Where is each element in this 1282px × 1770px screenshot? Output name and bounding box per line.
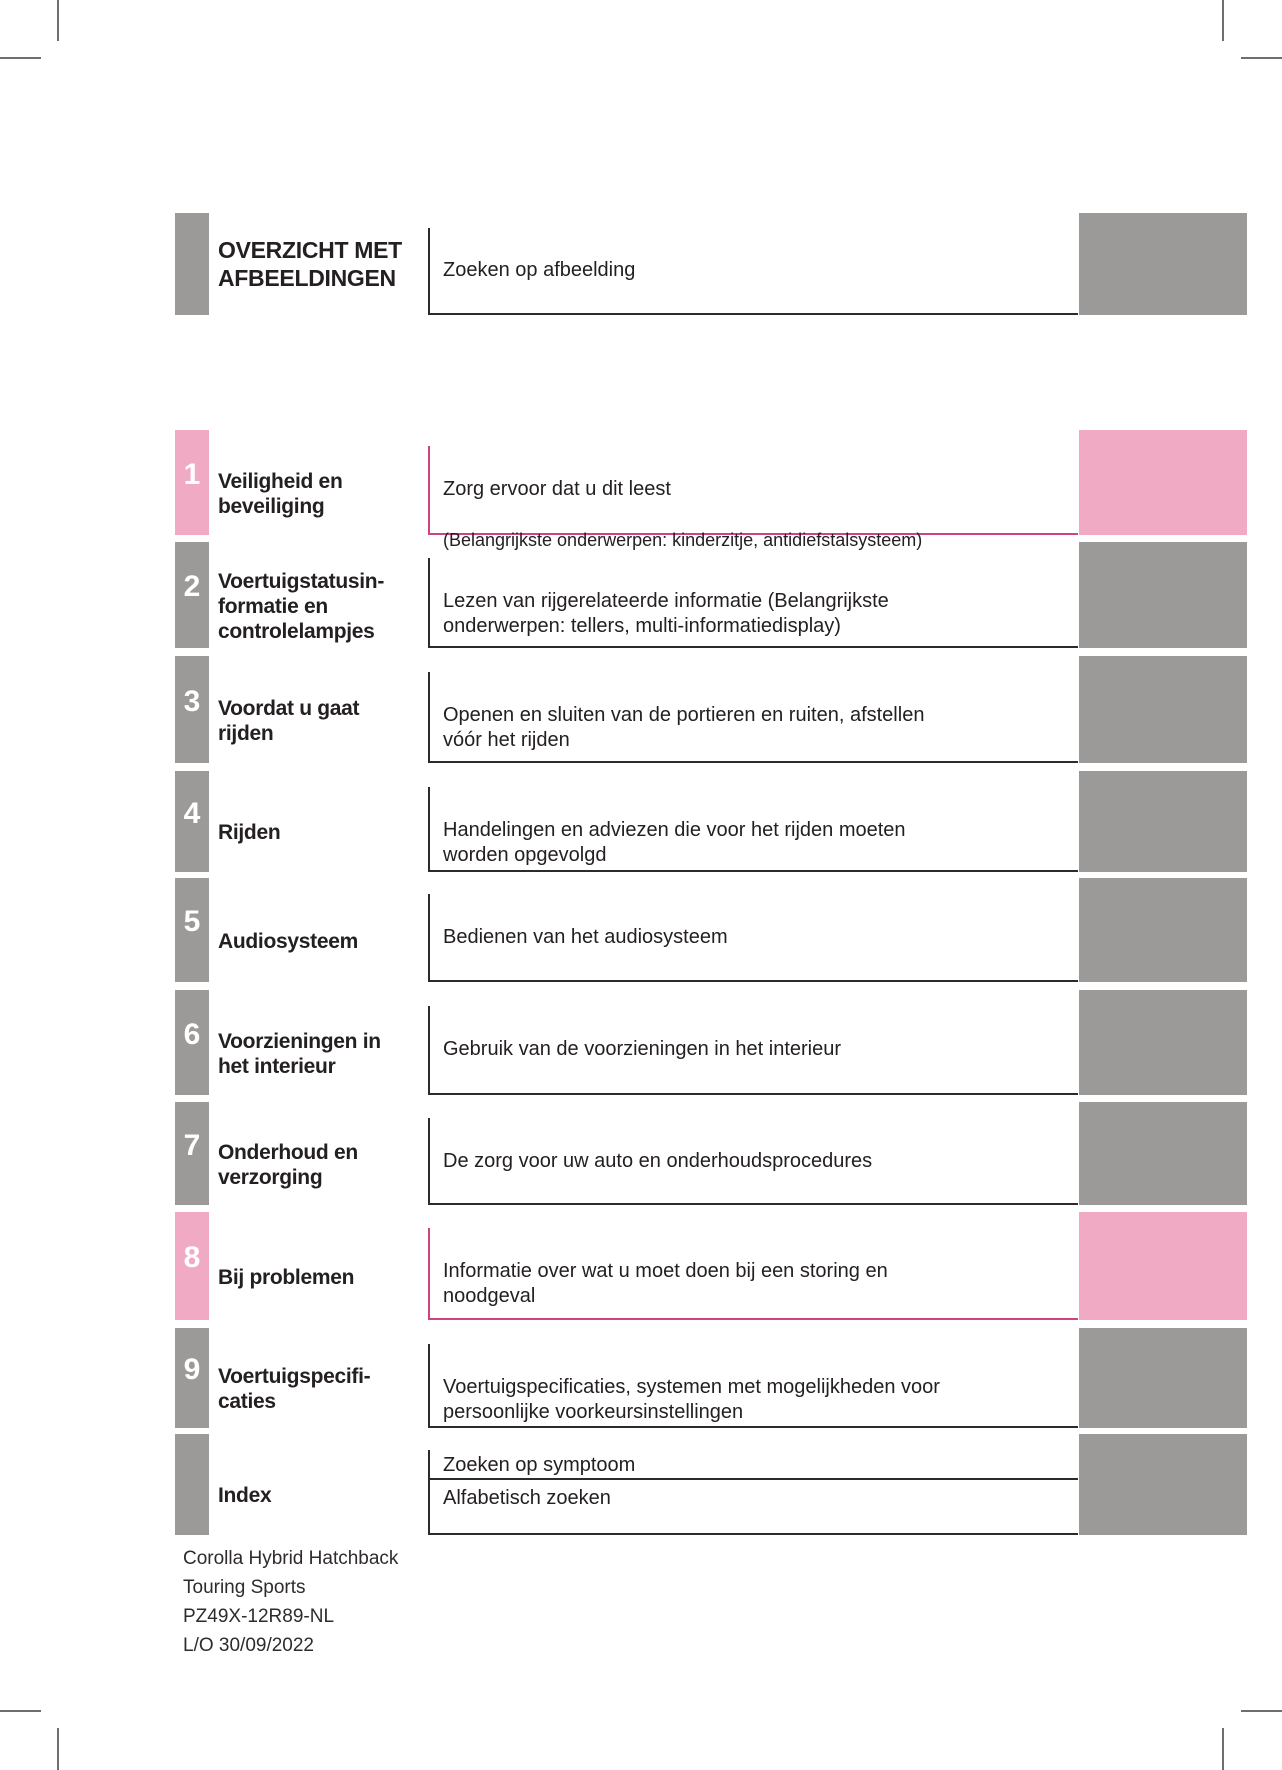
crop-mark [57,0,59,41]
chapter-summary-box: Zorg ervoor dat u dit leest (Belangrijks… [428,446,1078,550]
footer-model-info: Corolla Hybrid Hatchback Touring Sports … [183,1548,399,1656]
chapter-row-5: 5 Audiosysteem Bedienen van het audiosys… [0,878,1282,982]
chapter-summary: Openen en sluiten van de portieren en ru… [443,704,925,751]
chapter-title: Rijden [218,821,281,844]
chapter-title: Veiligheid en beveiliging [218,469,343,518]
chapter-color-block [1079,878,1247,982]
chapter-number: 5 [183,905,201,938]
chapter-summary: De zorg voor uw auto en onderhoudsproced… [443,1150,873,1172]
chapter-row-1: 1 Veiligheid en beveiliging Zorg ervoor … [0,430,1282,550]
chapter-summary: Voertuigspecificaties, systemen met moge… [443,1376,940,1423]
chapter-color-block [1079,990,1247,1095]
chapter-row-4: 4 Rijden Handelingen en adviezen die voo… [0,771,1282,872]
crop-mark [0,1710,41,1712]
chapter-color-block [1079,1434,1247,1535]
crop-mark [0,57,41,59]
chapter-tab: 6 [175,990,209,1095]
crop-mark [1241,57,1282,59]
chapter-number: 9 [183,1353,201,1386]
chapter-summary: Lezen van rijgerelateerde informatie (Be… [443,590,889,637]
chapter-summary: Zorg ervoor dat u dit leest [443,478,671,500]
crop-mark [1241,1710,1282,1712]
chapter-title: Voordat u gaat rijden [218,696,360,745]
chapter-number: 8 [183,1241,201,1274]
crop-mark [1222,1728,1224,1770]
chapter-title: Voertuigspecifi- caties [218,1365,371,1413]
chapter-summary-box: Zoeken op afbeelding [428,228,1078,315]
chapter-summary-box: Informatie over wat u moet doen bij een … [428,1228,1078,1320]
chapter-summary-box: Handelingen en adviezen die voor het rij… [428,787,1078,872]
chapter-tab: 2 [175,542,209,648]
chapter-summary-box: Zoeken op symptoom Alfabetisch zoeken [428,1450,1078,1535]
chapter-color-block [1079,1102,1247,1205]
chapter-row-9: 9 Voertuigspecifi- caties Voertuigspecif… [0,1328,1282,1428]
chapter-summary: Handelingen en adviezen die voor het rij… [443,819,906,866]
chapter-row-6: 6 Voorzieningen in het interieur Gebruik… [0,990,1282,1095]
chapter-title: Onderhoud en verzorging [218,1140,358,1189]
chapter-tab: 9 [175,1328,209,1428]
chapter-color-block [1079,430,1247,535]
chapter-title: Index [218,1484,272,1507]
chapter-tab: 5 [175,878,209,982]
chapter-summary: Zoeken op afbeelding [443,259,636,281]
crop-mark [1222,0,1224,41]
crop-mark [57,1728,59,1770]
chapter-summary: Informatie over wat u moet doen bij een … [443,1260,888,1307]
index-item: Alfabetisch zoeken [443,1487,611,1509]
chapter-number: 3 [183,684,201,718]
page-title: OVERZICHT MET AFBEELDINGEN [218,237,402,291]
chapter-title: Bij problemen [218,1265,355,1289]
chapter-title: Voertuigstatusin- formatie en controlela… [218,569,385,643]
chapter-summary: Gebruik van de voorzieningen in het inte… [443,1038,842,1060]
chapter-color-block [1079,542,1247,648]
chapter-color-block [1079,1212,1247,1320]
chapter-row-3: 3 Voordat u gaat rijden Openen en sluite… [0,656,1282,763]
chapter-color-block [1079,213,1247,315]
chapter-number: 1 [183,457,201,491]
picture-index-row: OVERZICHT MET AFBEELDINGEN Zoeken op afb… [0,213,1282,315]
chapter-summary-box: Voertuigspecificaties, systemen met moge… [428,1344,1078,1428]
chapter-summary: Bedienen van het audiosysteem [443,926,728,948]
chapter-tab: 1 [175,430,209,535]
chapter-tab: 8 [175,1212,209,1320]
chapter-summary-box: Lezen van rijgerelateerde informatie (Be… [428,558,1078,648]
chapter-tab: 3 [175,656,209,763]
chapter-color-block [1079,656,1247,763]
chapter-title: Voorzieningen in het interieur [218,1029,381,1078]
chapter-summary-box: Gebruik van de voorzieningen in het inte… [428,1006,1078,1095]
chapter-title: Audiosysteem [218,929,358,953]
chapter-row-8: 8 Bij problemen Informatie over wat u mo… [0,1212,1282,1320]
chapter-subsummary: (Belangrijkste onderwerpen: kinderzitje,… [443,530,923,550]
chapter-summary-box: De zorg voor uw auto en onderhoudsproced… [428,1118,1078,1205]
index-item: Zoeken op symptoom [430,1450,1078,1480]
chapter-tab [175,213,209,315]
chapter-tab: 7 [175,1102,209,1205]
chapter-tab [175,1434,209,1535]
chapter-tab: 4 [175,771,209,872]
index-row: Index Zoeken op symptoom Alfabetisch zoe… [0,1434,1282,1535]
chapter-color-block [1079,1328,1247,1428]
chapter-number: 4 [183,796,201,830]
chapter-number: 6 [183,1017,201,1051]
chapter-color-block [1079,771,1247,872]
chapter-summary-box: Openen en sluiten van de portieren en ru… [428,672,1078,763]
chapter-summary-box: Bedienen van het audiosysteem [428,894,1078,982]
chapter-number: 7 [183,1128,201,1162]
chapter-row-2: 2 Voertuigstatusin- formatie en controle… [0,542,1282,648]
chapter-row-7: 7 Onderhoud en verzorging De zorg voor u… [0,1102,1282,1205]
chapter-number: 2 [183,570,201,603]
